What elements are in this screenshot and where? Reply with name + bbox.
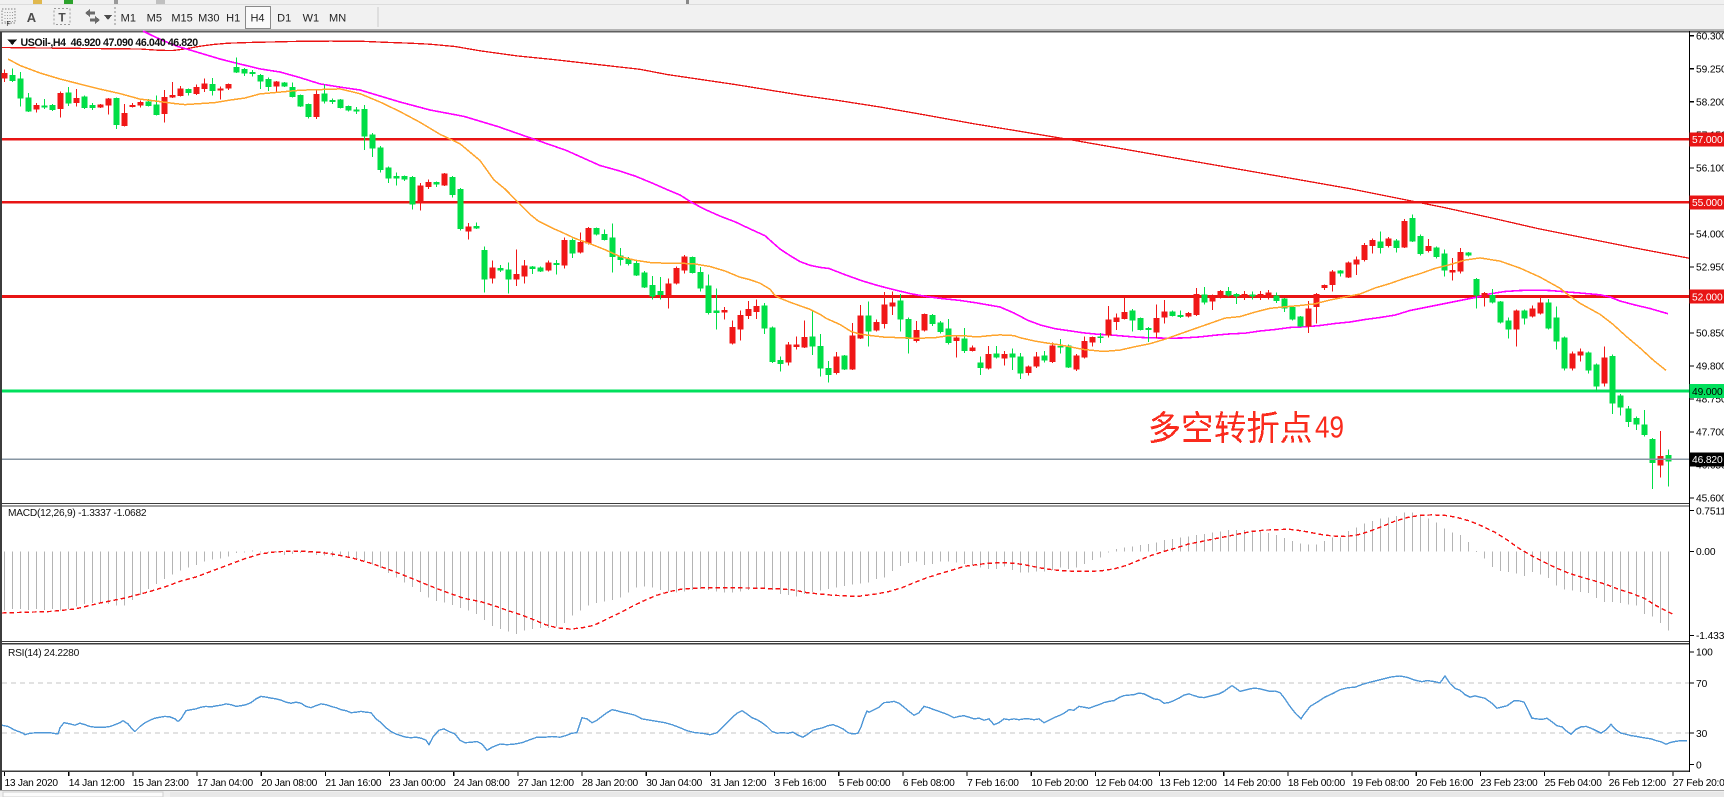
- svg-text:20 Jan 08:00: 20 Jan 08:00: [261, 778, 317, 789]
- svg-text:12 Feb 04:00: 12 Feb 04:00: [1095, 778, 1153, 789]
- svg-text:3 Feb 16:00: 3 Feb 16:00: [775, 778, 827, 789]
- svg-text:RSI(14) 24.2280: RSI(14) 24.2280: [8, 648, 80, 659]
- svg-text:D1: D1: [277, 13, 291, 25]
- svg-text:56.100: 56.100: [1696, 164, 1724, 175]
- svg-text:W1: W1: [303, 13, 320, 25]
- svg-text:18 Feb 00:00: 18 Feb 00:00: [1288, 778, 1346, 789]
- svg-text:20 Feb 16:00: 20 Feb 16:00: [1416, 778, 1474, 789]
- svg-text:MACD(12,26,9) -1.3337 -1.0682: MACD(12,26,9) -1.3337 -1.0682: [8, 508, 147, 519]
- svg-text:14 Jan 12:00: 14 Jan 12:00: [69, 778, 125, 789]
- svg-text:30: 30: [1696, 729, 1708, 740]
- svg-text:100: 100: [1696, 648, 1713, 659]
- svg-text:7 Feb 16:00: 7 Feb 16:00: [967, 778, 1019, 789]
- svg-text:57.000: 57.000: [1692, 135, 1723, 146]
- svg-text:M15: M15: [171, 13, 192, 25]
- svg-text:21 Jan 16:00: 21 Jan 16:00: [325, 778, 381, 789]
- svg-text:28 Jan 20:00: 28 Jan 20:00: [582, 778, 638, 789]
- svg-text:47.700: 47.700: [1696, 428, 1724, 439]
- svg-text:31 Jan 12:00: 31 Jan 12:00: [710, 778, 766, 789]
- svg-text:45.600: 45.600: [1696, 494, 1724, 505]
- svg-text:26 Feb 12:00: 26 Feb 12:00: [1609, 778, 1667, 789]
- svg-text:27 Feb 20:00: 27 Feb 20:00: [1673, 778, 1724, 789]
- svg-text:M1: M1: [121, 13, 136, 25]
- svg-text:0.00: 0.00: [1696, 547, 1716, 558]
- svg-text:F: F: [6, 21, 10, 28]
- svg-text:USOil-,H4 46.920 47.090 46.04: USOil-,H4 46.920 47.090 46.040 46.820: [21, 37, 199, 49]
- svg-text:23 Feb 23:00: 23 Feb 23:00: [1480, 778, 1538, 789]
- svg-text:23 Jan 00:00: 23 Jan 00:00: [390, 778, 446, 789]
- svg-text:49.800: 49.800: [1696, 362, 1724, 373]
- svg-text:H4: H4: [250, 13, 264, 25]
- svg-text:17 Jan 04:00: 17 Jan 04:00: [197, 778, 253, 789]
- svg-text:54.000: 54.000: [1696, 230, 1724, 241]
- svg-text:49: 49: [1315, 410, 1344, 445]
- svg-text:6 Feb 08:00: 6 Feb 08:00: [903, 778, 955, 789]
- svg-text:H1: H1: [226, 13, 240, 25]
- svg-text:13 Feb 12:00: 13 Feb 12:00: [1160, 778, 1218, 789]
- svg-text:5 Feb 00:00: 5 Feb 00:00: [839, 778, 891, 789]
- svg-text:58.200: 58.200: [1696, 98, 1724, 109]
- svg-text:10 Feb 20:00: 10 Feb 20:00: [1031, 778, 1089, 789]
- svg-text:30 Jan 04:00: 30 Jan 04:00: [646, 778, 702, 789]
- svg-text:MN: MN: [329, 13, 346, 25]
- svg-text:0: 0: [1696, 760, 1702, 771]
- svg-text:50.850: 50.850: [1696, 329, 1724, 340]
- svg-text:52.950: 52.950: [1696, 263, 1724, 274]
- svg-text:59.250: 59.250: [1696, 65, 1724, 76]
- svg-text:49.000: 49.000: [1692, 387, 1723, 398]
- svg-text:M30: M30: [198, 13, 219, 25]
- svg-text:13 Jan 2020: 13 Jan 2020: [5, 778, 59, 789]
- svg-text:60.300: 60.300: [1696, 32, 1724, 43]
- svg-text:55.000: 55.000: [1692, 198, 1723, 209]
- svg-text:70: 70: [1696, 679, 1708, 690]
- svg-text:24 Jan 08:00: 24 Jan 08:00: [454, 778, 510, 789]
- svg-text:M5: M5: [147, 13, 162, 25]
- svg-text:A: A: [27, 10, 37, 25]
- svg-text:15 Jan 23:00: 15 Jan 23:00: [133, 778, 189, 789]
- svg-text:52.000: 52.000: [1692, 292, 1723, 303]
- svg-text:14 Feb 20:00: 14 Feb 20:00: [1224, 778, 1282, 789]
- svg-text:19 Feb 08:00: 19 Feb 08:00: [1352, 778, 1410, 789]
- svg-text:25 Feb 04:00: 25 Feb 04:00: [1545, 778, 1603, 789]
- svg-text:27 Jan 12:00: 27 Jan 12:00: [518, 778, 574, 789]
- svg-text:46.820: 46.820: [1692, 455, 1723, 466]
- svg-text:T: T: [58, 11, 66, 25]
- svg-text:48.750: 48.750: [1696, 395, 1724, 406]
- svg-text:-1.433: -1.433: [1696, 631, 1724, 642]
- svg-text:0.7511: 0.7511: [1696, 506, 1724, 517]
